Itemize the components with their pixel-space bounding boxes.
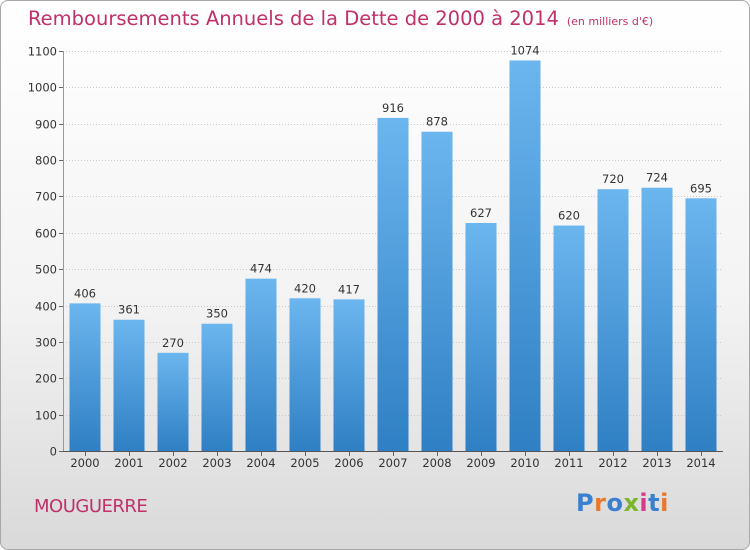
y-tick-label-1000: 1000 xyxy=(28,81,57,95)
bar-2000 xyxy=(69,303,101,451)
bar-2005 xyxy=(289,298,321,451)
data-label-2007: 916 xyxy=(382,101,404,115)
logo-letter: r xyxy=(594,489,607,517)
y-tick-label-600: 600 xyxy=(35,227,57,241)
data-label-2001: 361 xyxy=(118,303,140,317)
bar-2009 xyxy=(465,223,497,451)
data-label-2011: 620 xyxy=(558,209,580,223)
logo-letter: t xyxy=(648,489,661,517)
x-tick-label-2004: 2004 xyxy=(246,456,275,470)
logo-letter: P xyxy=(576,489,595,517)
x-tick-label-2002: 2002 xyxy=(158,456,187,470)
x-tick-label-2012: 2012 xyxy=(598,456,627,470)
x-tick-label-2007: 2007 xyxy=(378,456,407,470)
y-tick-label-1100: 1100 xyxy=(28,45,57,59)
data-label-2005: 420 xyxy=(294,281,316,295)
data-labels: 406 361 270 350 474 420 417 916 878 627 1074 620 720… xyxy=(74,43,712,349)
x-tick-label-2001: 2001 xyxy=(114,456,143,470)
data-label-2009: 627 xyxy=(470,206,492,220)
x-tick-label-2011: 2011 xyxy=(554,456,583,470)
x-tick-label-2014: 2014 xyxy=(686,456,715,470)
x-tick-label-2008: 2008 xyxy=(422,456,451,470)
y-tick-label-800: 800 xyxy=(35,154,57,168)
bar-2014 xyxy=(685,198,717,451)
x-tick-label-2006: 2006 xyxy=(334,456,363,470)
data-label-2002: 270 xyxy=(162,336,184,350)
bar-2012 xyxy=(597,189,629,451)
bar-2001 xyxy=(113,319,145,451)
y-tick-label-700: 700 xyxy=(35,190,57,204)
bar-2010 xyxy=(509,60,541,452)
data-label-2004: 474 xyxy=(250,262,272,276)
bar-2008 xyxy=(421,131,453,451)
logo-letter: o xyxy=(606,489,624,517)
logo-letter: i xyxy=(639,489,649,517)
logo-letter: i xyxy=(660,489,669,517)
bar-series xyxy=(69,60,717,452)
data-label-2006: 417 xyxy=(338,282,360,296)
x-tick-label-2005: 2005 xyxy=(290,456,319,470)
bar-2006 xyxy=(333,299,365,451)
bar-2007 xyxy=(377,117,409,451)
y-axis-ticks: 0 100 200 300 400 500 600 700 800 900 1000 1100 xyxy=(28,45,63,459)
y-tick-label-300: 300 xyxy=(35,336,57,350)
bar-2003 xyxy=(201,323,233,451)
x-tick-label-2013: 2013 xyxy=(642,456,671,470)
y-tick-label-500: 500 xyxy=(35,263,57,277)
x-tick-label-2000: 2000 xyxy=(70,456,99,470)
x-tick-label-2010: 2010 xyxy=(510,456,539,470)
data-label-2013: 724 xyxy=(646,171,668,185)
data-label-2003: 350 xyxy=(206,307,228,321)
bar-2004 xyxy=(245,278,277,451)
proxiti-logo: Proxiti xyxy=(576,489,669,517)
x-axis-ticks: 2000 2001 2002 2003 2004 2005 2006 2007 2008 2009… xyxy=(70,451,716,470)
y-tick-label-200: 200 xyxy=(35,372,57,386)
bar-2002 xyxy=(157,352,189,451)
place-name: MOUGUERRE xyxy=(34,496,148,517)
chart-subtitle: (en milliers d'€) xyxy=(566,15,654,28)
data-label-2008: 878 xyxy=(426,115,448,129)
y-tick-label-900: 900 xyxy=(35,118,57,132)
y-tick-label-400: 400 xyxy=(35,300,57,314)
bar-2013 xyxy=(641,187,673,451)
data-label-2012: 720 xyxy=(602,172,624,186)
logo-letter: x xyxy=(623,489,640,517)
x-tick-label-2003: 2003 xyxy=(202,456,231,470)
chart-title: Remboursements Annuels de la Dette de 20… xyxy=(28,7,653,30)
chart-title-text: Remboursements Annuels de la Dette de 20… xyxy=(28,7,559,30)
y-tick-label-0: 0 xyxy=(50,445,57,459)
data-label-2010: 1074 xyxy=(510,43,539,57)
bar-2011 xyxy=(553,225,585,451)
data-label-2000: 406 xyxy=(74,286,96,300)
y-tick-label-100: 100 xyxy=(35,409,57,423)
data-label-2014: 695 xyxy=(690,181,712,195)
x-tick-label-2009: 2009 xyxy=(466,456,495,470)
